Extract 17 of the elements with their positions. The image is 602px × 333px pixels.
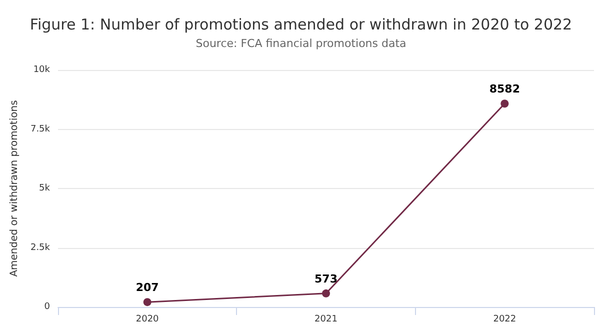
y-tick-label: 10k	[33, 65, 51, 75]
x-tick-label: 2020	[136, 314, 160, 324]
point	[143, 298, 152, 306]
data-label: 573	[314, 272, 338, 286]
chart-subtitle: Source: FCA financial promotions data	[196, 37, 406, 50]
data-label: 207	[136, 281, 159, 294]
y-tick-label: 0	[44, 302, 50, 312]
y-tick-label: 2.5k	[30, 242, 51, 253]
point	[500, 100, 509, 108]
point	[322, 289, 330, 298]
y-axis-title: Amended or withdrawn promotions	[9, 100, 20, 277]
x-tick-label: 2022	[493, 314, 516, 324]
y-tick-label: 7.5k	[30, 124, 51, 134]
x-tick-label: 2021	[314, 314, 338, 324]
chart-title: Figure 1: Number of promotions amended or withdrawn in 2020 to 2022	[30, 16, 572, 34]
data-label: 8582	[489, 82, 520, 96]
y-tick-label: 5k	[39, 184, 51, 194]
